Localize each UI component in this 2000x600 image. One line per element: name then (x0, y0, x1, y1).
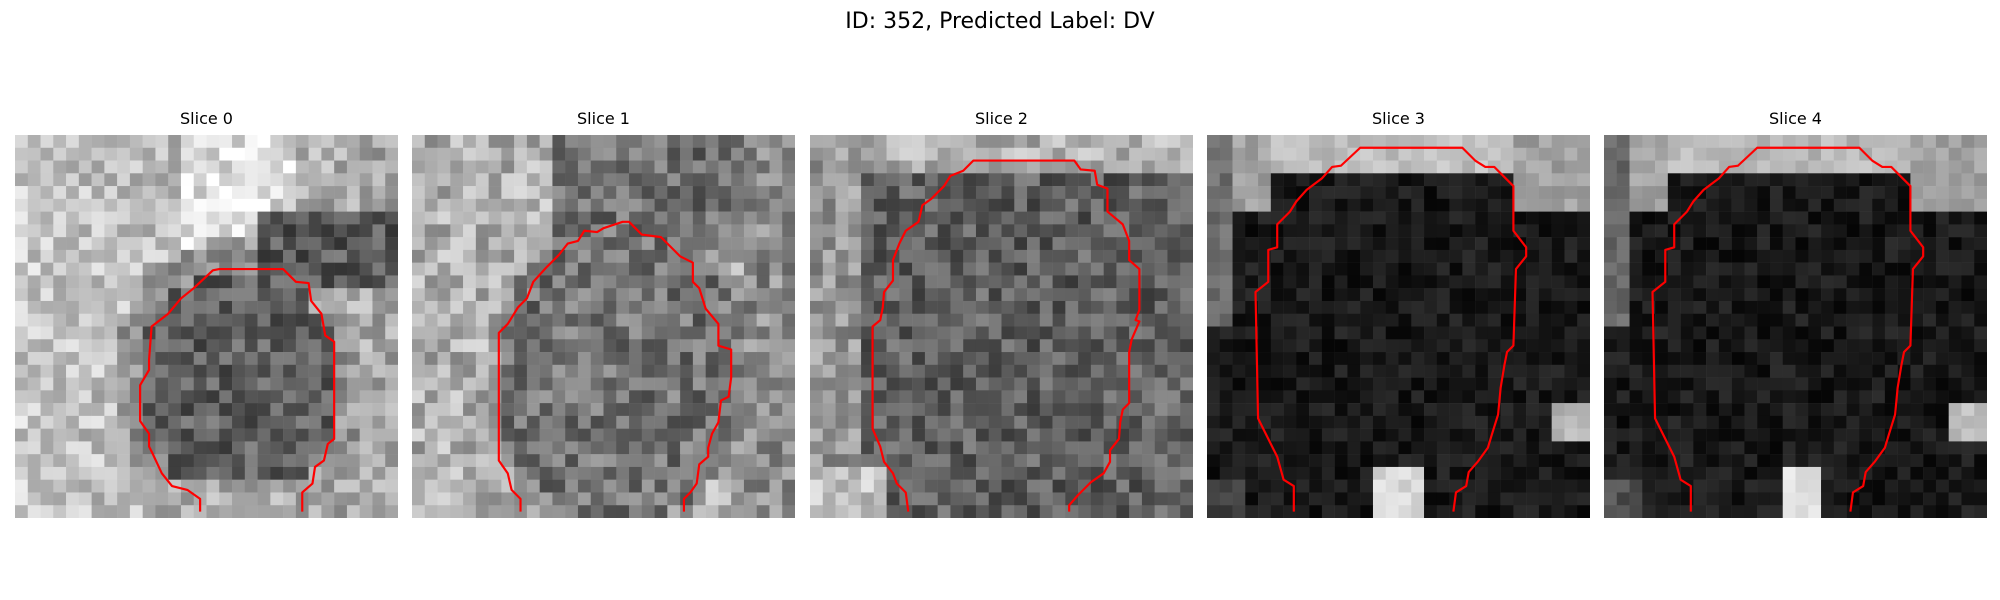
slice-image-1 (412, 135, 795, 518)
slice-pixel-grid-3 (1207, 135, 1590, 518)
slice-pixel-grid-4 (1604, 135, 1987, 518)
slice-title-3: Slice 3 (1207, 108, 1590, 130)
slice-image-0 (15, 135, 398, 518)
slice-image-2 (810, 135, 1193, 518)
slice-title-0: Slice 0 (15, 108, 398, 130)
slice-title-2: Slice 2 (810, 108, 1193, 130)
figure-title: ID: 352, Predicted Label: DV (0, 7, 2000, 37)
slice-panel-1: Slice 1 (412, 108, 795, 520)
slice-title-4: Slice 4 (1604, 108, 1987, 130)
slice-pixel-grid-1 (412, 135, 795, 518)
slice-pixel-grid-0 (15, 135, 398, 518)
slice-image-4 (1604, 135, 1987, 518)
slice-panel-4: Slice 4 (1604, 108, 1987, 520)
slice-panel-0: Slice 0 (15, 108, 398, 520)
slice-image-3 (1207, 135, 1590, 518)
slice-pixel-grid-2 (810, 135, 1193, 518)
slice-title-1: Slice 1 (412, 108, 795, 130)
slice-panel-2: Slice 2 (810, 108, 1193, 520)
slice-panel-3: Slice 3 (1207, 108, 1590, 520)
